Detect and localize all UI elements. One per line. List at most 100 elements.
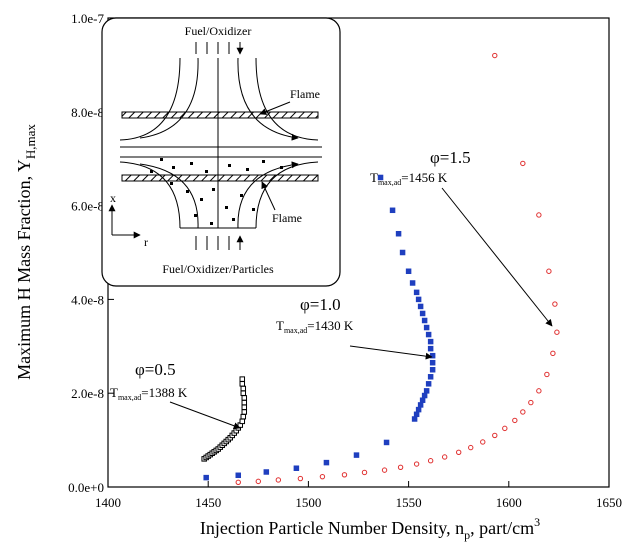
point xyxy=(405,268,412,275)
annotation-phi: φ=1.5 xyxy=(430,148,471,167)
x-axis-label: Injection Particle Number Density, np, p… xyxy=(200,515,540,542)
point xyxy=(427,458,434,464)
point xyxy=(241,404,248,411)
point xyxy=(427,338,434,345)
annotation-arrow xyxy=(169,401,241,430)
inset-diagram: Fuel/Oxidizer Flame Flame Fuel/Oxidizer/… xyxy=(101,17,341,287)
point xyxy=(441,454,448,460)
annotation-arrow xyxy=(441,187,553,327)
annotation-arrow xyxy=(349,345,433,360)
point xyxy=(429,359,436,366)
temp-value: =1456 K xyxy=(401,170,448,185)
particles xyxy=(150,158,283,225)
flame-lower-bar xyxy=(121,174,319,182)
point xyxy=(425,381,432,387)
point xyxy=(415,406,422,413)
inset-axis-label: r xyxy=(144,235,148,249)
point xyxy=(323,459,330,466)
point xyxy=(492,432,498,439)
x-tick-label: 1400 xyxy=(95,495,121,510)
x-label-text: Injection Particle Number Density, n xyxy=(200,518,464,538)
point xyxy=(413,411,420,418)
x-tick-label: 1650 xyxy=(596,495,622,510)
point xyxy=(411,416,418,422)
point xyxy=(389,207,396,214)
point xyxy=(423,388,430,394)
inset-flame-label: Flame xyxy=(290,87,320,101)
annotation-phi: φ=1.0 xyxy=(300,295,341,314)
x-tick-label: 1550 xyxy=(396,495,422,510)
point xyxy=(417,303,424,310)
point xyxy=(203,474,209,481)
point xyxy=(421,392,428,399)
point xyxy=(427,374,434,380)
y-tick-label: 4.0e-8 xyxy=(71,292,104,307)
inset-flame-label: Flame xyxy=(272,211,302,225)
point xyxy=(520,160,526,167)
point xyxy=(419,310,426,317)
x-tick-label: 1450 xyxy=(195,495,221,510)
point xyxy=(468,444,474,451)
point xyxy=(413,289,420,296)
point xyxy=(427,345,434,352)
point xyxy=(413,461,420,467)
point xyxy=(536,212,542,218)
point xyxy=(240,390,247,396)
point xyxy=(341,472,348,478)
annotation-temp: Tmax,ad=1388 K xyxy=(110,385,188,402)
point xyxy=(429,367,436,373)
point xyxy=(409,280,416,286)
y-label-text: Maximum H Mass Fraction, Y xyxy=(14,159,34,380)
point xyxy=(415,296,422,303)
point xyxy=(381,467,388,473)
point xyxy=(552,301,558,307)
y-tick-label: 2.0e-8 xyxy=(71,386,104,401)
x-label-sub: p xyxy=(464,528,470,542)
temp-value: =1430 K xyxy=(307,318,354,333)
inset-bottom-label: Fuel/Oxidizer/Particles xyxy=(162,262,274,276)
point xyxy=(419,397,426,403)
y-tick-label: 8.0e-8 xyxy=(71,105,104,120)
point xyxy=(241,399,248,406)
y-tick-label: 6.0e-8 xyxy=(71,199,104,214)
inset-frame xyxy=(101,17,341,287)
temp-value: =1388 K xyxy=(141,385,188,400)
y-label-sub: H,max xyxy=(23,124,38,160)
point xyxy=(456,449,462,455)
point xyxy=(480,439,486,445)
point xyxy=(383,439,390,446)
annotation-phi: φ=0.5 xyxy=(135,360,176,379)
point xyxy=(239,376,246,382)
temp-subscript: max,ad xyxy=(284,326,307,335)
point xyxy=(546,268,552,274)
point xyxy=(255,478,261,485)
point xyxy=(361,469,368,476)
point xyxy=(263,469,270,475)
point xyxy=(550,350,556,357)
flame-upper-bar xyxy=(121,111,319,119)
annotation-temp: Tmax,ad=1430 K xyxy=(276,318,354,335)
y-tick-label: 0.0e+0 xyxy=(68,480,104,495)
point xyxy=(275,477,282,483)
point xyxy=(554,329,560,335)
point xyxy=(241,395,248,401)
point xyxy=(512,417,518,424)
point xyxy=(395,230,402,237)
y-axis-label: Maximum H Mass Fraction, YH,max xyxy=(14,124,38,380)
point xyxy=(293,465,300,471)
point xyxy=(241,409,248,415)
point xyxy=(536,388,542,394)
point xyxy=(520,409,526,415)
point xyxy=(544,371,550,378)
point xyxy=(239,381,246,387)
point xyxy=(235,472,242,479)
inset-axis-label: x xyxy=(110,191,116,205)
x-tick-label: 1600 xyxy=(496,495,522,510)
point xyxy=(399,249,406,256)
y-tick-label: 1.0e-7 xyxy=(71,11,104,26)
point xyxy=(417,402,424,408)
point xyxy=(425,331,432,338)
point xyxy=(502,425,508,432)
point xyxy=(319,473,326,480)
inset-flow xyxy=(108,42,322,250)
